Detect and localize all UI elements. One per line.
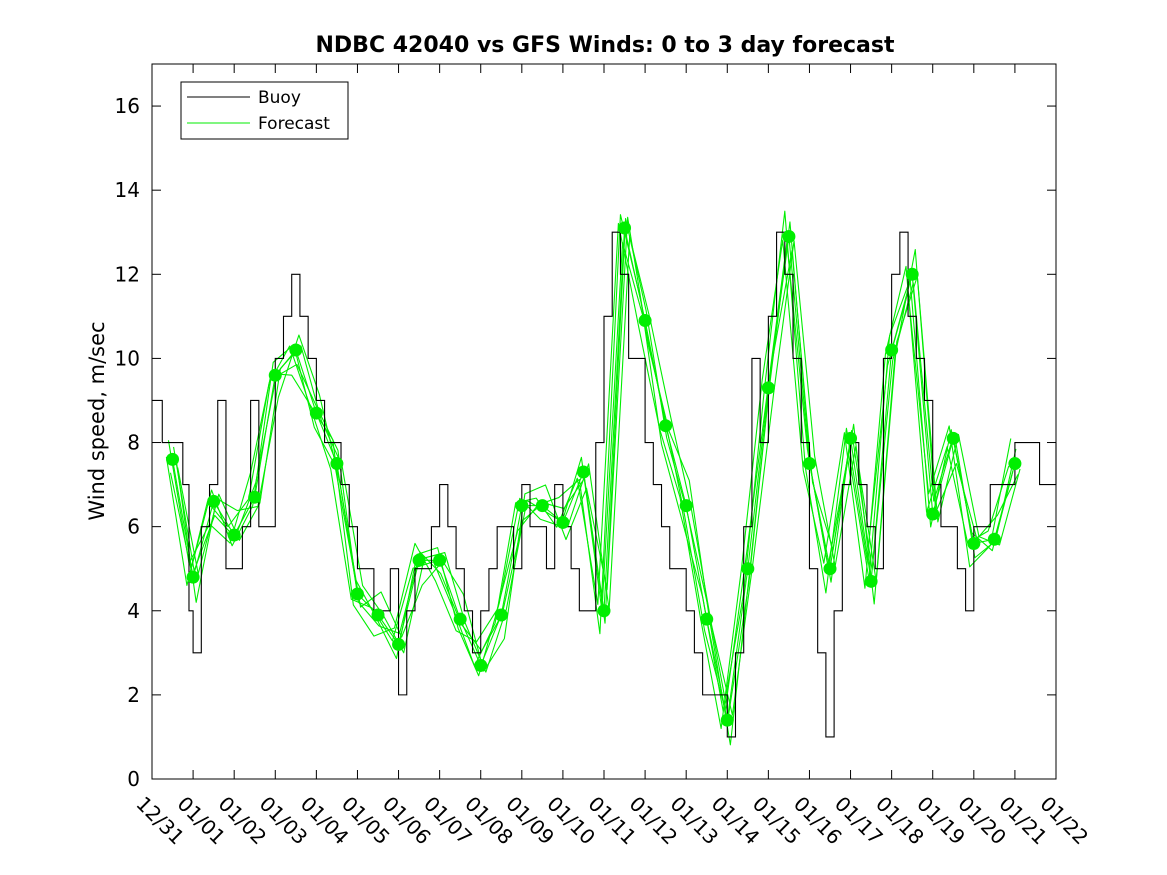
forecast-point bbox=[309, 406, 323, 420]
forecast-point bbox=[227, 528, 241, 542]
forecast-point bbox=[638, 314, 652, 328]
forecast-point bbox=[987, 532, 1001, 546]
forecast-point bbox=[782, 229, 796, 243]
forecast-line bbox=[177, 235, 1021, 716]
y-tick-label: 14 bbox=[115, 178, 140, 202]
forecast-point bbox=[207, 494, 221, 508]
y-tick-label: 2 bbox=[127, 683, 140, 707]
forecast-point bbox=[597, 604, 611, 618]
y-axis-ticks: 0 2 4 6 8 10 12 14 16 bbox=[115, 94, 1056, 791]
y-tick-label: 16 bbox=[115, 94, 140, 118]
forecast-point bbox=[618, 221, 632, 235]
forecast-point bbox=[371, 608, 385, 622]
forecast-markers bbox=[166, 221, 1022, 727]
forecast-point bbox=[515, 499, 529, 513]
forecast-point bbox=[268, 368, 282, 382]
forecast-point bbox=[453, 612, 467, 626]
y-axis-label: Wind speed, m/sec bbox=[85, 321, 109, 520]
y-tick-label: 4 bbox=[127, 599, 140, 623]
forecast-point bbox=[659, 419, 673, 433]
forecast-point bbox=[741, 562, 755, 576]
legend-label-forecast: Forecast bbox=[258, 114, 330, 134]
y-tick-label: 8 bbox=[127, 431, 140, 455]
forecast-point bbox=[330, 457, 344, 471]
forecast-point bbox=[802, 457, 816, 471]
forecast-point bbox=[864, 574, 878, 588]
buoy-series bbox=[152, 231, 1057, 738]
forecast-point bbox=[720, 713, 734, 727]
forecast-point bbox=[392, 637, 406, 651]
y-tick-label: 6 bbox=[127, 515, 140, 539]
forecast-point bbox=[679, 499, 693, 513]
forecast-point bbox=[535, 499, 549, 513]
forecast-line bbox=[167, 210, 1012, 712]
y-tick-label: 0 bbox=[127, 767, 140, 791]
legend-box bbox=[180, 81, 349, 140]
y-tick-label: 10 bbox=[115, 346, 140, 370]
forecast-point bbox=[494, 608, 508, 622]
forecast-point bbox=[905, 267, 919, 281]
chart-title: NDBC 42040 vs GFS Winds: 0 to 3 day fore… bbox=[316, 33, 895, 58]
forecast-point bbox=[576, 465, 590, 479]
forecast-point bbox=[761, 381, 775, 395]
buoy-line bbox=[152, 231, 1057, 738]
forecast-line bbox=[169, 241, 1014, 711]
forecast-point bbox=[350, 587, 364, 601]
forecast-point bbox=[474, 658, 488, 672]
forecast-point bbox=[844, 431, 858, 445]
forecast-point bbox=[885, 343, 899, 357]
forecast-point bbox=[186, 570, 200, 584]
legend: Buoy Forecast bbox=[180, 81, 349, 140]
y-tick-label: 12 bbox=[115, 262, 140, 286]
forecast-line bbox=[172, 227, 1016, 721]
forecast-point bbox=[926, 507, 940, 521]
forecast-point bbox=[946, 431, 960, 445]
forecast-line bbox=[165, 222, 1010, 730]
forecast-point bbox=[967, 536, 981, 550]
forecast-point bbox=[248, 490, 262, 504]
forecast-point bbox=[1008, 457, 1022, 471]
x-tick-label: 01/22 bbox=[1035, 792, 1093, 850]
forecast-point bbox=[700, 612, 714, 626]
forecast-point bbox=[289, 343, 303, 357]
forecast-point bbox=[556, 515, 570, 529]
forecast-point bbox=[412, 553, 426, 567]
forecast-point bbox=[823, 562, 837, 576]
legend-label-buoy: Buoy bbox=[258, 88, 301, 108]
forecast-point bbox=[166, 452, 180, 466]
forecast-point bbox=[433, 553, 447, 567]
